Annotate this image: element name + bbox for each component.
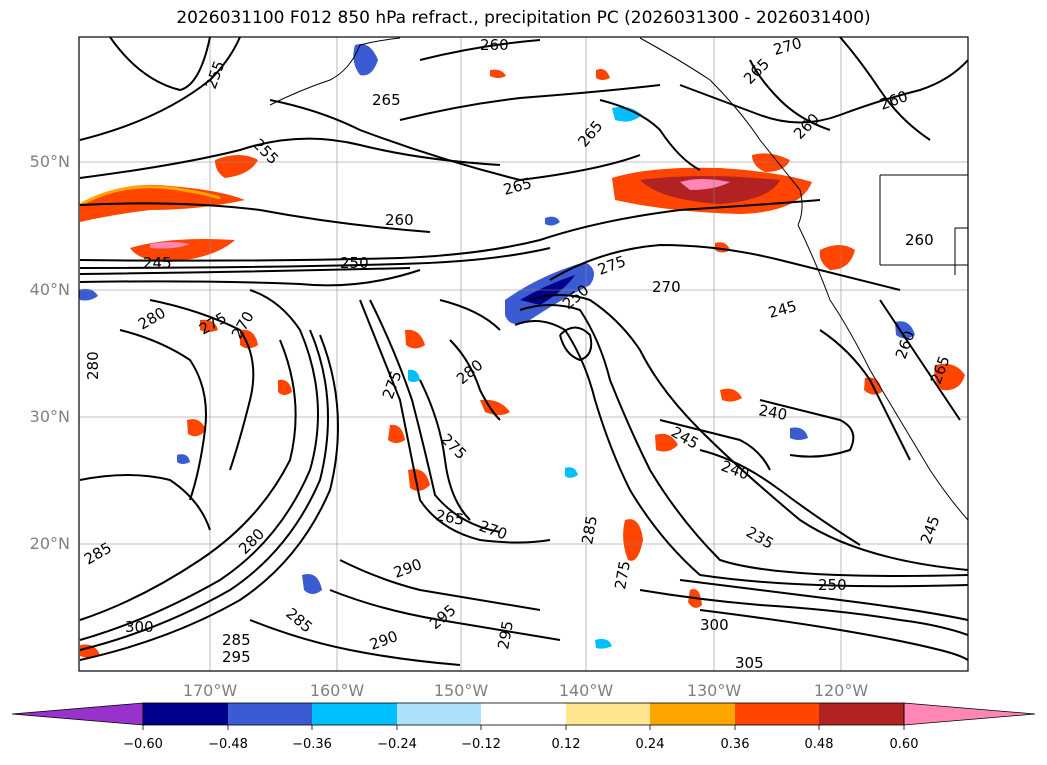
lon-label-160w: 160°W xyxy=(309,681,365,700)
contour-label: 260 xyxy=(385,211,414,229)
colorbar-segment xyxy=(312,703,397,725)
colorbar-segment xyxy=(819,703,904,725)
contour-label: 265 xyxy=(434,506,465,529)
contour-label: 305 xyxy=(735,654,764,672)
contour-label: 285 xyxy=(578,514,601,545)
lat-label-40n: 40°N xyxy=(29,280,70,299)
colorbar-tick: −0.48 xyxy=(208,737,248,752)
colorbar-segment xyxy=(735,703,819,725)
colorbar-tick: −0.24 xyxy=(377,737,417,752)
colorbar-tick: 0.12 xyxy=(551,737,581,752)
contour-label: 285 xyxy=(222,631,251,649)
precip-shading xyxy=(79,44,965,658)
colorbar-segment xyxy=(481,703,566,725)
colorbar-tick: 0.24 xyxy=(635,737,665,752)
map-title: 2026031100 F012 850 hPa refract., precip… xyxy=(176,8,871,28)
lon-label-130w: 130°W xyxy=(686,681,742,700)
colorbar-tick: −0.60 xyxy=(123,737,163,752)
colorbar-segment xyxy=(228,703,312,725)
refractivity-contours xyxy=(79,37,968,666)
graticule xyxy=(79,37,968,671)
contour-label: 265 xyxy=(372,91,401,109)
lon-label-150w: 150°W xyxy=(433,681,489,700)
colorbar-segment xyxy=(566,703,650,725)
lon-label-120w: 120°W xyxy=(813,681,869,700)
contour-label: 300 xyxy=(700,616,729,634)
contour-label: 260 xyxy=(905,231,934,249)
contour-label: 250 xyxy=(818,576,847,594)
coastlines xyxy=(269,37,968,521)
colorbar-segment xyxy=(11,702,144,726)
colorbar-segment xyxy=(903,702,1036,726)
colorbar xyxy=(11,702,1036,730)
colorbar-segment xyxy=(143,703,228,725)
colorbar-tick: −0.36 xyxy=(292,737,332,752)
lat-label-20n: 20°N xyxy=(29,534,70,553)
colorbar-segment xyxy=(397,703,481,725)
colorbar-tick: 0.48 xyxy=(804,737,834,752)
contour-label: 280 xyxy=(84,351,102,380)
lat-label-50n: 50°N xyxy=(29,152,70,171)
lon-label-170w: 170°W xyxy=(182,681,238,700)
contour-label: 270 xyxy=(652,278,681,296)
contour-label: 260 xyxy=(480,36,509,54)
colorbar-tick: 0.60 xyxy=(889,737,919,752)
lon-label-140w: 140°W xyxy=(558,681,614,700)
colorbar-tick: −0.12 xyxy=(461,737,501,752)
contour-label: 295 xyxy=(494,619,517,650)
lat-label-30n: 30°N xyxy=(29,407,70,426)
contour-label: 250 xyxy=(340,254,369,272)
colorbar-segment xyxy=(650,703,735,725)
colorbar-tick: 0.36 xyxy=(720,737,750,752)
contour-label: 240 xyxy=(757,401,788,424)
contour-label: 275 xyxy=(611,559,634,590)
contour-label: 245 xyxy=(143,254,172,272)
contour-label: 295 xyxy=(222,648,251,666)
contour-label: 300 xyxy=(125,618,154,636)
